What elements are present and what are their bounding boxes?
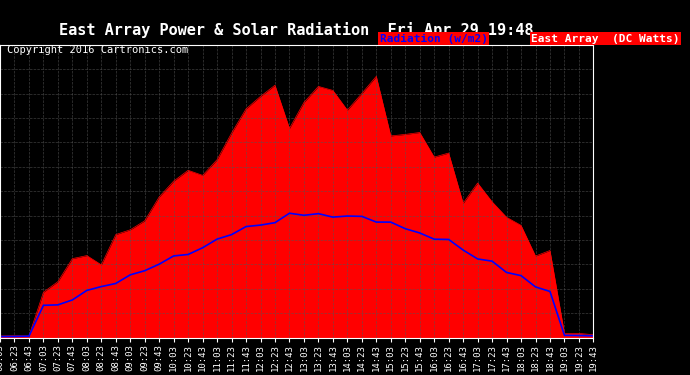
- Text: Radiation (w/m2): Radiation (w/m2): [380, 34, 488, 44]
- Text: East Array  (DC Watts): East Array (DC Watts): [531, 34, 680, 44]
- Text: Copyright 2016 Cartronics.com: Copyright 2016 Cartronics.com: [7, 45, 188, 55]
- Text: East Array Power & Solar Radiation  Fri Apr 29 19:48: East Array Power & Solar Radiation Fri A…: [59, 22, 534, 39]
